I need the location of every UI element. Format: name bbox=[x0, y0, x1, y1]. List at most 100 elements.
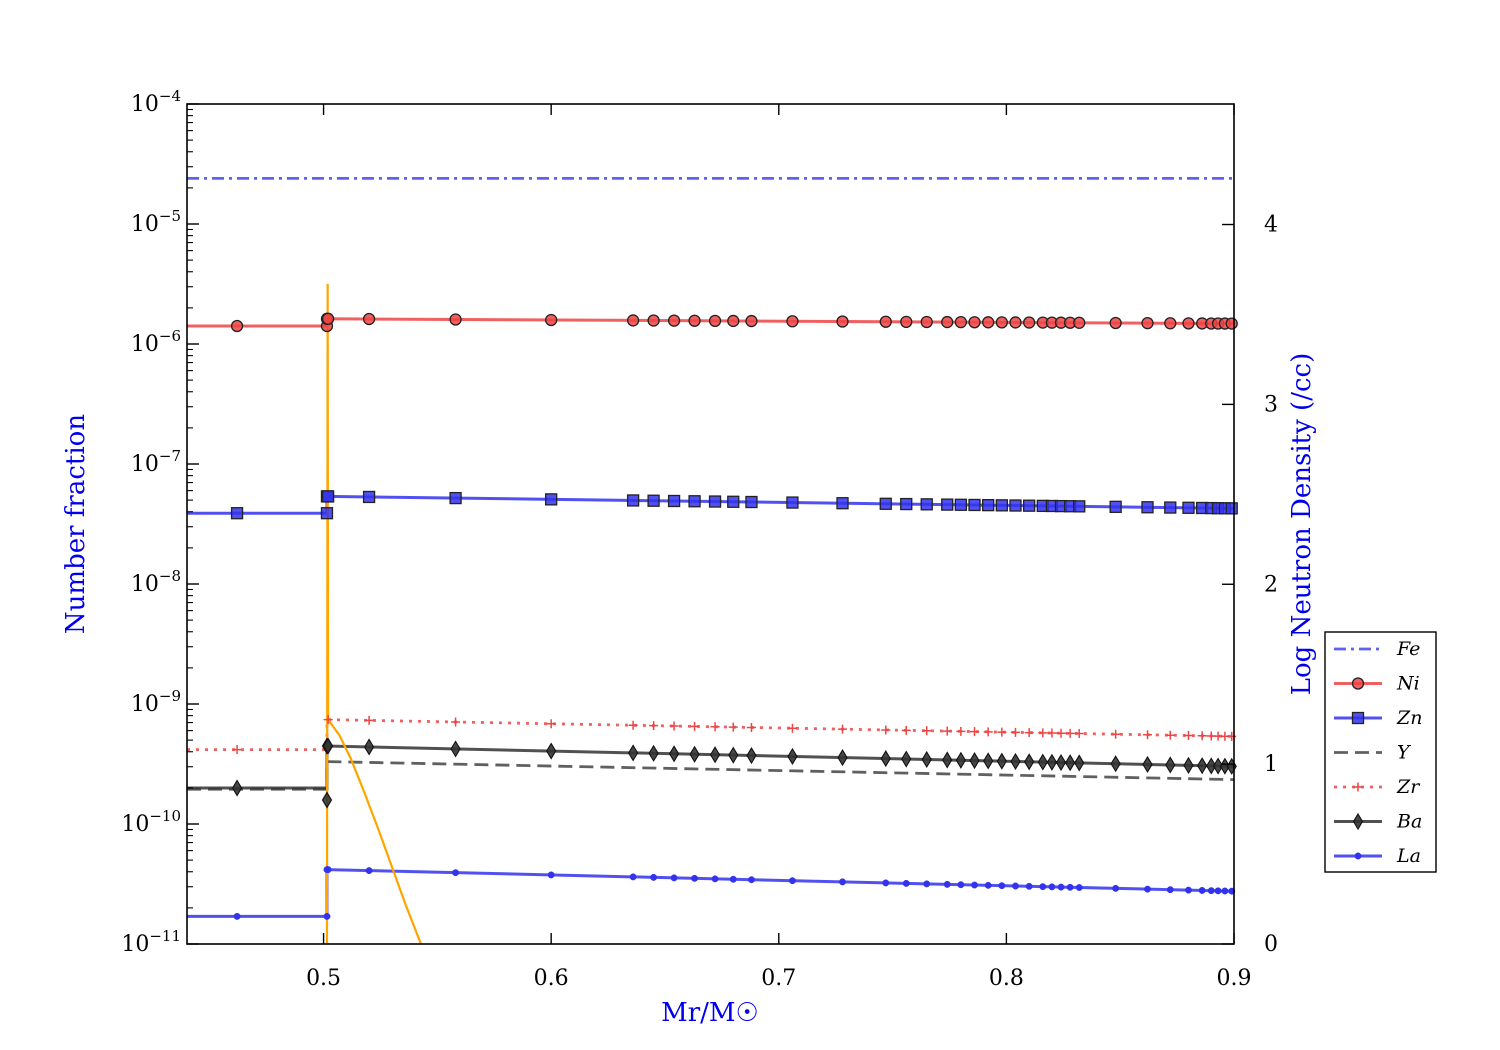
legend-label-la: La bbox=[1396, 845, 1421, 867]
series-zr-marker bbox=[942, 726, 952, 736]
series-zn-marker bbox=[1009, 499, 1022, 512]
series-la-marker bbox=[452, 869, 460, 877]
series-zn-marker bbox=[1023, 499, 1036, 512]
y-tick-label: 10−9 bbox=[131, 687, 181, 717]
series-zn-marker bbox=[900, 497, 913, 511]
y-tick-label: 10−11 bbox=[121, 927, 181, 957]
series-ni-marker bbox=[1109, 316, 1122, 330]
legend-marker-la bbox=[1354, 852, 1362, 860]
series-zr-marker bbox=[690, 721, 700, 731]
series-zn-marker bbox=[1182, 501, 1195, 514]
series-zr-marker bbox=[1165, 730, 1175, 740]
series-zn-marker bbox=[879, 497, 892, 510]
legend-label-ba: Ba bbox=[1396, 811, 1422, 833]
series-zn-marker bbox=[362, 490, 376, 504]
series-ba-marker bbox=[921, 750, 932, 769]
series-zr-marker bbox=[1024, 728, 1034, 738]
series-ba-marker bbox=[1010, 752, 1021, 771]
series-ni-marker bbox=[1225, 317, 1238, 330]
series-la-marker bbox=[547, 871, 555, 879]
series-ba-marker bbox=[942, 751, 953, 769]
series-la-marker bbox=[1025, 882, 1033, 890]
series-la-marker bbox=[324, 866, 332, 874]
series-la-marker bbox=[365, 867, 373, 875]
x-tick-label: 0.6 bbox=[534, 966, 569, 991]
series-la-marker bbox=[323, 912, 331, 920]
series-ba-marker bbox=[1024, 753, 1035, 771]
legend: Fe Ni Zn Y Zr Ba La bbox=[1324, 631, 1437, 873]
series-zr-marker bbox=[1011, 727, 1020, 737]
legend-label-zr: Zr bbox=[1396, 776, 1421, 798]
series-ni-marker bbox=[900, 315, 913, 329]
series-la-marker bbox=[998, 882, 1006, 890]
series-zr-marker bbox=[901, 725, 911, 735]
series-zr-marker bbox=[1056, 728, 1066, 738]
series-ni-marker bbox=[1023, 316, 1036, 329]
series-zr-marker bbox=[1074, 729, 1084, 739]
series-ni-marker bbox=[982, 316, 995, 329]
series-zr-marker bbox=[1065, 728, 1075, 738]
series-ba-marker bbox=[1206, 757, 1217, 775]
series-zr-marker bbox=[1038, 728, 1048, 738]
series-ni-marker bbox=[1073, 316, 1086, 329]
series-ba-marker bbox=[709, 746, 721, 764]
series-zr-marker bbox=[956, 726, 966, 736]
series-la-marker bbox=[1207, 887, 1215, 895]
series-ni-marker bbox=[1009, 316, 1022, 329]
series-zn-marker bbox=[954, 498, 968, 511]
series-layer bbox=[187, 176, 1234, 944]
series-la-marker bbox=[839, 878, 846, 886]
series-ni-marker bbox=[995, 316, 1008, 329]
legend-label-y: Y bbox=[1397, 742, 1412, 764]
y2-tick-label: 4 bbox=[1264, 213, 1278, 238]
series-ba-marker bbox=[1110, 755, 1121, 773]
series-la-marker bbox=[1039, 883, 1047, 891]
plot-frame bbox=[186, 103, 1235, 945]
legend-marker-zn bbox=[1351, 711, 1365, 725]
series-la-marker bbox=[1214, 887, 1222, 895]
series-ba-marker bbox=[1046, 753, 1058, 771]
series-ni-marker bbox=[688, 314, 701, 327]
series-zn-marker bbox=[667, 494, 681, 508]
series-zn-marker bbox=[968, 498, 981, 512]
y2-tick-label: 2 bbox=[1264, 572, 1278, 597]
series-ba-marker bbox=[321, 791, 333, 809]
series-ba-marker bbox=[363, 738, 375, 756]
series-ba-marker bbox=[1196, 757, 1208, 775]
series-la-marker bbox=[902, 879, 910, 887]
series-zr-marker bbox=[546, 719, 556, 729]
series-ni-marker bbox=[230, 319, 244, 333]
series-zr-marker bbox=[451, 717, 461, 727]
series-zn-marker bbox=[1109, 500, 1122, 513]
series-zn-marker bbox=[995, 499, 1008, 512]
series-la-marker bbox=[1112, 884, 1120, 892]
series-ba-marker bbox=[322, 737, 334, 755]
series-la-marker bbox=[1185, 886, 1192, 894]
series-ni-marker bbox=[968, 316, 981, 329]
series-ni-marker bbox=[920, 315, 933, 329]
series-ba-marker bbox=[450, 740, 461, 758]
series-ba-marker bbox=[969, 751, 980, 770]
series-ba-marker bbox=[627, 744, 639, 762]
series-zr-marker bbox=[1047, 728, 1057, 738]
series-la-marker bbox=[1057, 883, 1065, 891]
series-ba-marker bbox=[689, 745, 700, 763]
tick-layer: 0.5 0.6 0.7 0.8 0.9 10−11 10−10 10−9 10−8 10−7 10−… bbox=[121, 87, 1278, 991]
series-la-marker bbox=[957, 881, 965, 889]
series-la-marker bbox=[650, 873, 658, 881]
series-ni-marker bbox=[626, 314, 640, 327]
legend-label-zn: Zn bbox=[1396, 707, 1422, 729]
series-zn-marker bbox=[626, 494, 640, 507]
series-zr-marker bbox=[649, 721, 659, 731]
series-la-marker bbox=[1048, 883, 1056, 891]
series-ni-marker bbox=[449, 313, 462, 326]
series-la-marker bbox=[923, 880, 931, 888]
series-la-marker bbox=[629, 873, 637, 881]
series-ni-marker bbox=[727, 314, 740, 328]
series-zr-marker bbox=[983, 727, 993, 737]
y-tick-label: 10−5 bbox=[131, 207, 181, 237]
series-ba-marker bbox=[1037, 753, 1048, 771]
legend-marker-zr bbox=[1353, 782, 1363, 792]
